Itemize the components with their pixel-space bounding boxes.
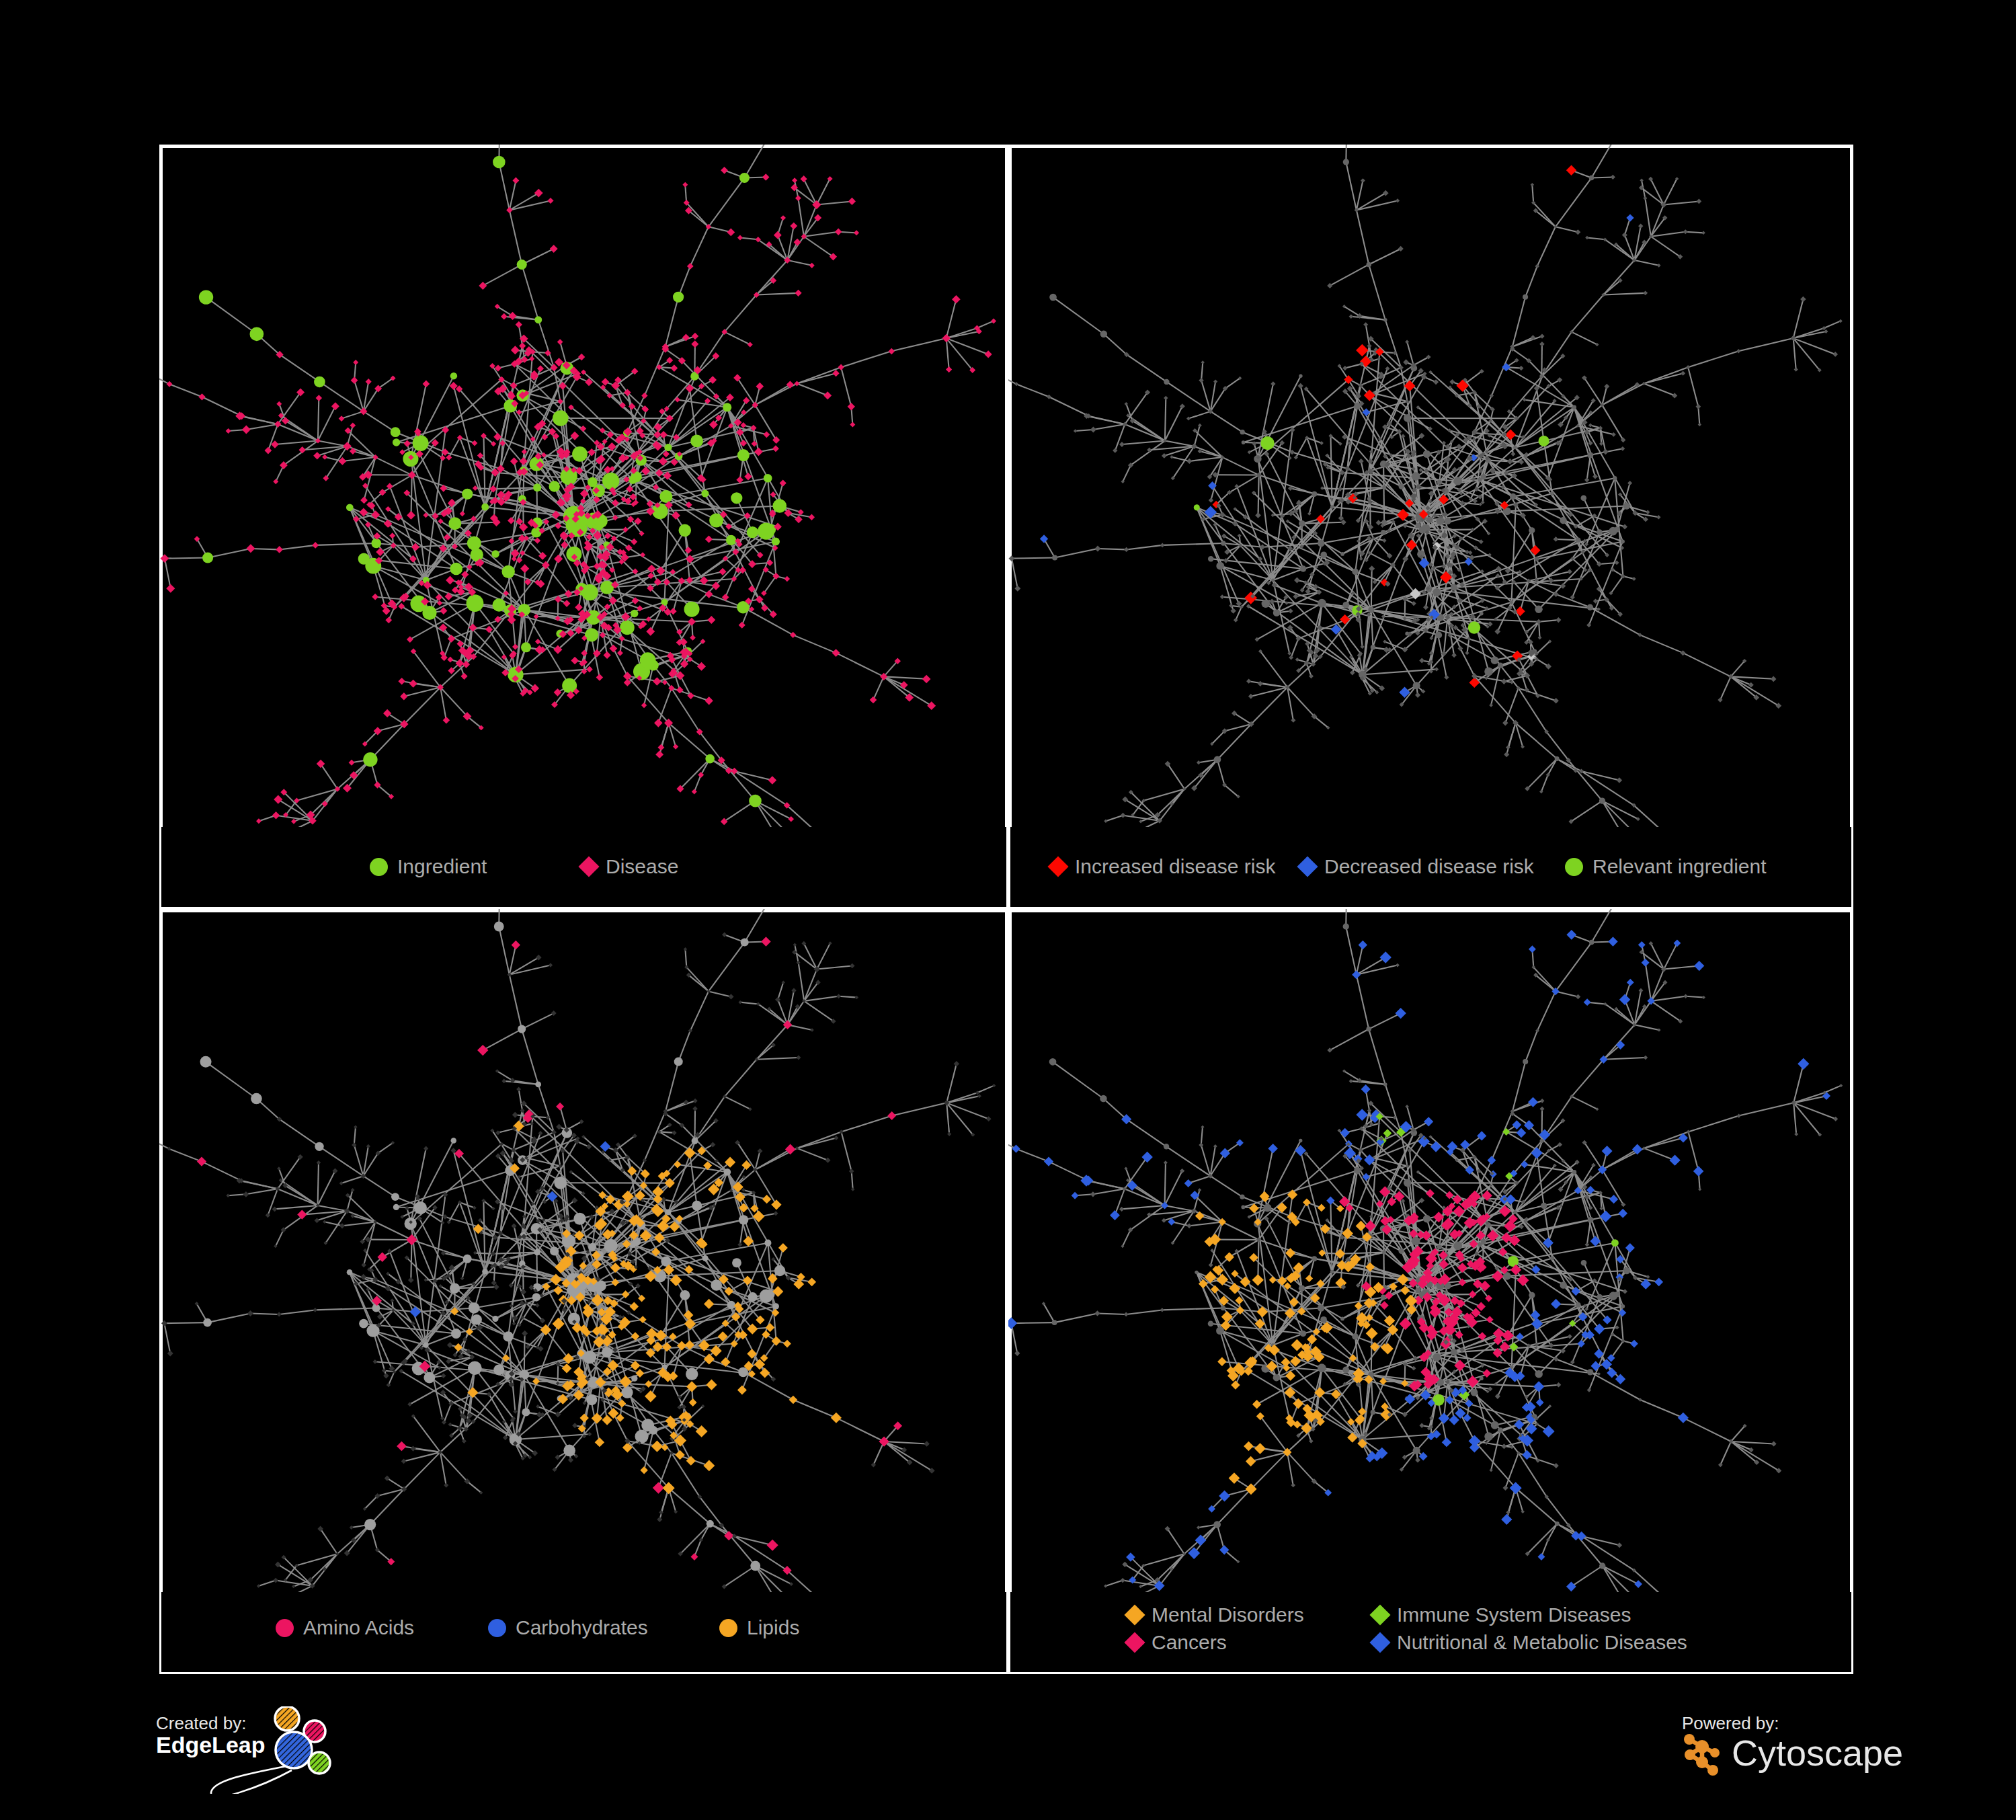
svg-text:Cytoscape: Cytoscape bbox=[1732, 1733, 1903, 1773]
